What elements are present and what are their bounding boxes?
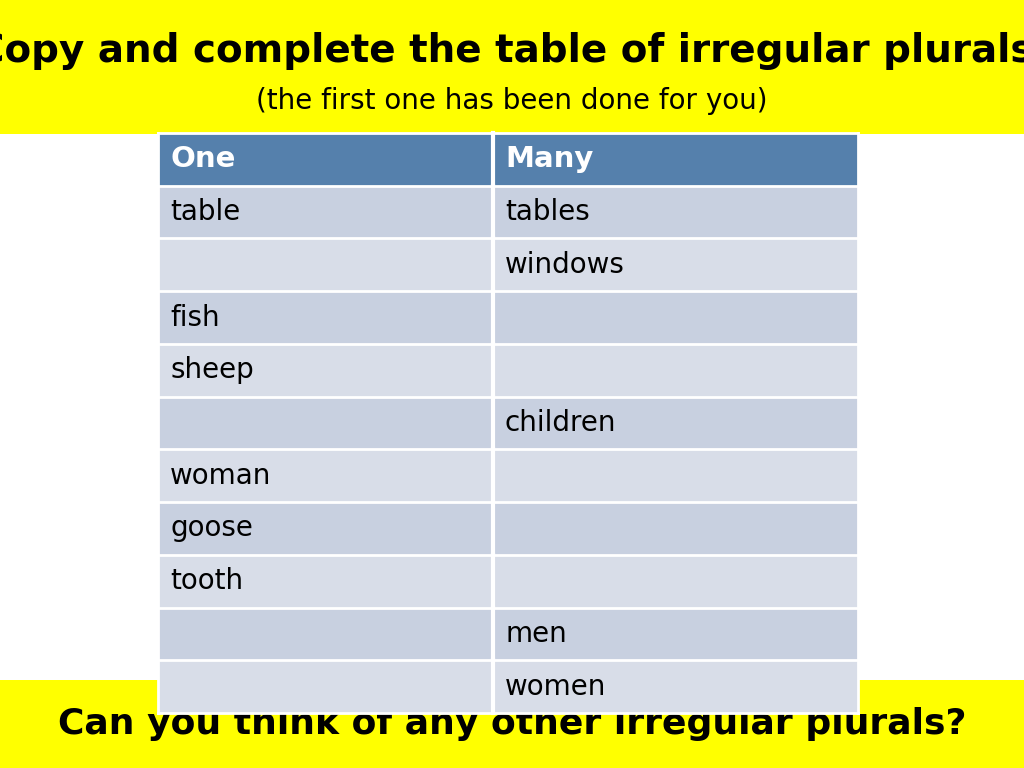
Text: woman: woman [170,462,271,490]
Text: goose: goose [170,515,253,542]
Text: Copy and complete the table of irregular plurals.: Copy and complete the table of irregular… [0,32,1024,70]
Text: sheep: sheep [170,356,254,384]
Bar [158,291,858,344]
Text: One: One [170,145,236,174]
Text: tables: tables [505,198,590,226]
Bar [158,133,858,186]
Text: fish: fish [170,303,219,332]
Bar [158,660,858,713]
Bar [158,396,858,449]
Text: women: women [505,673,606,700]
Bar [158,502,858,554]
Bar [158,344,858,396]
Bar [158,186,858,238]
Bar [0,680,1024,768]
Bar [158,554,858,607]
Bar [0,0,1024,134]
Bar [158,238,858,291]
Text: Many: Many [505,145,593,174]
Bar [158,449,858,502]
Text: children: children [505,409,616,437]
Bar [158,607,858,660]
Text: table: table [170,198,241,226]
Text: (the first one has been done for you): (the first one has been done for you) [256,87,768,114]
Text: tooth: tooth [170,568,243,595]
Text: Can you think of any other irregular plurals?: Can you think of any other irregular plu… [57,707,967,741]
Text: windows: windows [505,251,625,279]
Text: men: men [505,620,566,648]
